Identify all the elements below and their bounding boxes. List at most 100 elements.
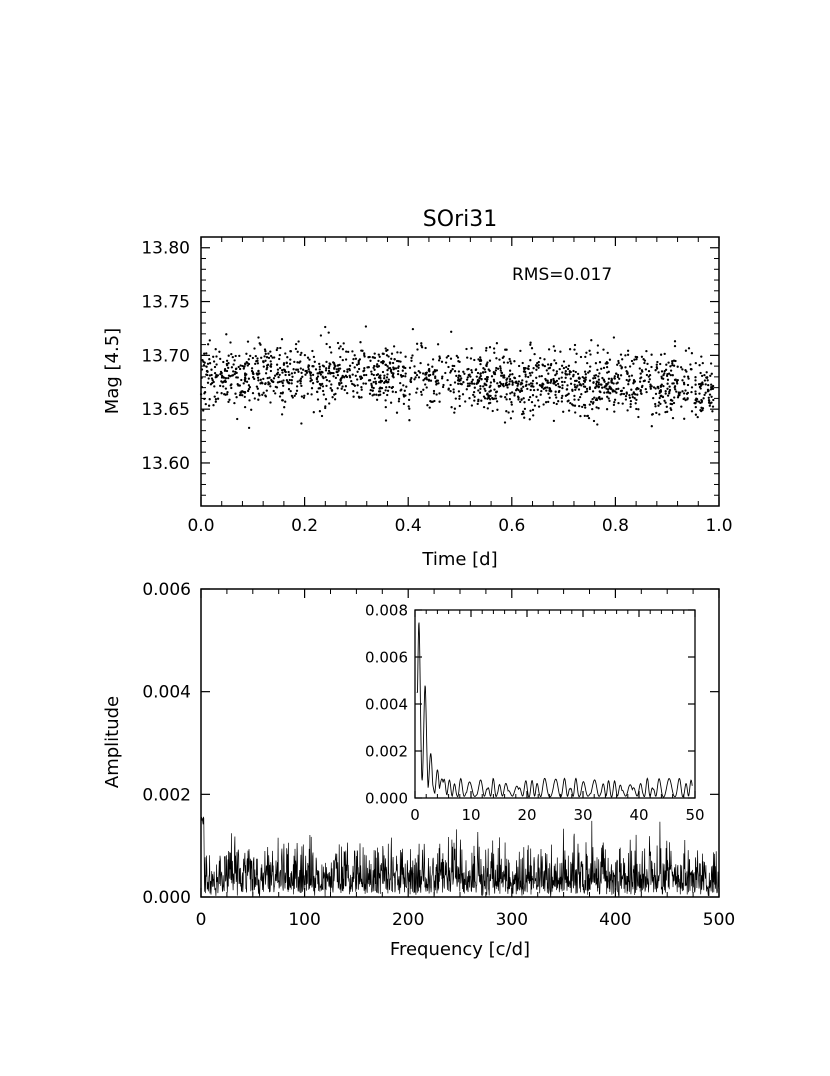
- data-point: [266, 366, 269, 369]
- data-point: [492, 347, 496, 350]
- data-point: [549, 381, 552, 384]
- data-point: [484, 349, 488, 352]
- data-point: [654, 402, 657, 406]
- data-point: [539, 393, 542, 396]
- data-point: [466, 368, 469, 371]
- data-point: [669, 402, 672, 406]
- data-point: [482, 395, 486, 398]
- data-point: [634, 402, 637, 405]
- data-point: [433, 369, 437, 372]
- data-point: [707, 383, 710, 387]
- inset-line: [416, 622, 693, 798]
- data-point: [655, 366, 658, 369]
- data-point: [537, 360, 540, 364]
- data-point: [269, 354, 273, 358]
- data-point: [485, 378, 488, 381]
- data-point: [507, 375, 511, 378]
- data-point: [247, 377, 251, 380]
- data-point: [238, 367, 242, 371]
- data-point: [617, 359, 620, 363]
- data-point: [679, 366, 683, 369]
- y-tick-label: 13.80: [141, 239, 190, 259]
- data-point: [214, 348, 217, 351]
- data-point: [506, 386, 509, 389]
- data-point: [386, 365, 389, 368]
- data-point: [655, 363, 658, 366]
- data-point: [408, 393, 411, 396]
- data-point: [643, 361, 646, 365]
- data-point: [531, 408, 535, 412]
- data-point: [500, 374, 503, 377]
- data-point: [686, 397, 689, 400]
- data-point: [664, 392, 667, 395]
- data-point: [378, 390, 382, 393]
- data-point: [450, 330, 453, 333]
- data-point: [235, 396, 238, 399]
- data-point: [628, 396, 632, 399]
- data-point: [662, 384, 665, 388]
- data-point: [700, 355, 703, 358]
- data-point: [659, 353, 663, 356]
- data-point: [382, 391, 385, 395]
- data-point: [202, 409, 205, 412]
- data-point: [612, 336, 616, 339]
- data-point: [603, 380, 606, 383]
- data-point: [395, 411, 399, 414]
- data-point: [256, 387, 259, 390]
- data-point: [428, 406, 431, 409]
- data-point: [666, 382, 669, 385]
- data-point: [518, 390, 522, 393]
- data-point: [282, 384, 285, 387]
- data-point: [569, 401, 572, 405]
- data-point: [469, 357, 473, 360]
- data-point: [410, 376, 413, 380]
- data-point: [616, 373, 620, 377]
- data-point: [579, 355, 583, 359]
- data-point: [470, 347, 473, 350]
- data-point: [213, 371, 217, 375]
- data-point: [527, 367, 530, 371]
- data-point: [431, 365, 434, 368]
- data-point: [213, 365, 217, 369]
- data-point: [619, 353, 623, 356]
- data-point: [229, 375, 232, 378]
- data-point: [556, 382, 560, 386]
- data-point: [287, 370, 290, 374]
- data-point: [318, 368, 321, 371]
- data-point: [667, 361, 670, 364]
- data-point: [290, 379, 293, 382]
- data-point: [508, 380, 511, 383]
- data-point: [424, 346, 427, 350]
- data-point: [598, 372, 601, 375]
- data-point: [322, 393, 325, 396]
- data-point: [282, 379, 285, 382]
- data-point: [645, 390, 648, 394]
- data-point: [254, 354, 257, 358]
- data-point: [584, 355, 587, 359]
- data-point: [545, 369, 548, 372]
- data-point: [531, 382, 534, 385]
- data-point: [352, 390, 355, 393]
- data-point: [505, 393, 508, 396]
- data-point: [214, 398, 218, 401]
- data-point: [341, 358, 344, 362]
- data-point: [495, 400, 499, 403]
- data-point: [290, 372, 294, 375]
- data-point: [689, 363, 692, 366]
- data-point: [538, 375, 541, 378]
- data-point: [435, 393, 438, 396]
- data-point: [299, 377, 303, 380]
- data-point: [243, 405, 247, 409]
- data-point: [530, 347, 534, 350]
- data-point: [351, 350, 354, 353]
- data-point: [528, 395, 532, 399]
- data-point: [560, 376, 563, 379]
- data-point: [200, 376, 203, 380]
- data-point: [310, 378, 313, 382]
- data-point: [570, 403, 574, 406]
- data-point: [702, 397, 705, 400]
- data-point: [709, 402, 712, 405]
- data-point: [509, 362, 513, 365]
- data-point: [418, 371, 422, 374]
- data-point: [269, 365, 272, 368]
